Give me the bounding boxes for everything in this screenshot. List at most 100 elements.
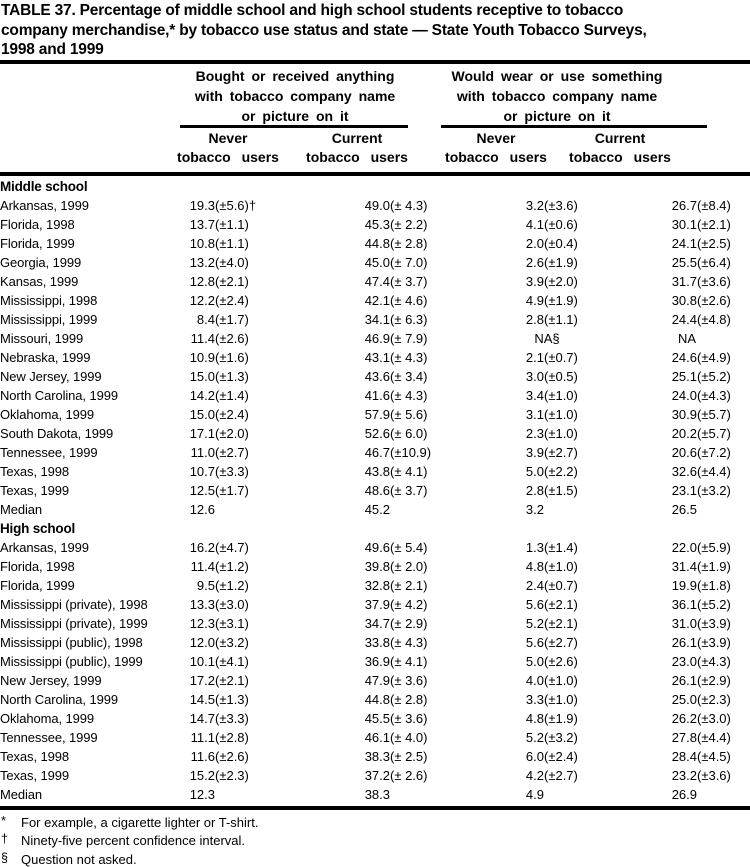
state-cell: Georgia, 1999 <box>0 255 82 270</box>
value-cell: 4.2 <box>525 768 544 783</box>
ci-cell: (± 6.0) <box>390 426 428 441</box>
state-cell: Oklahoma, 1999 <box>0 407 94 422</box>
column-group-header-bought: Bought or received anything with tobacco… <box>170 66 420 126</box>
value-cell: 24.6 <box>671 350 697 365</box>
value-cell: 3.4 <box>525 388 544 403</box>
state-cell: Florida, 1999 <box>0 236 75 251</box>
subheader-line: tobacco users <box>445 149 547 165</box>
ci-cell: (±4.5) <box>697 749 731 764</box>
value-cell: 5.0 <box>525 464 544 479</box>
ci-cell: (±1.0) <box>544 388 578 403</box>
ci-cell: (± 2.5) <box>390 749 428 764</box>
state-cell: Florida, 1998 <box>0 217 75 232</box>
value-cell: 4.8 <box>525 559 544 574</box>
footnote-text: Ninety-five percent confidence interval. <box>21 833 246 849</box>
value-cell: 33.8 <box>364 635 390 650</box>
state-cell: Mississippi (private), 1999 <box>0 616 148 631</box>
value-cell: 36.1 <box>671 597 697 612</box>
ci-cell: (± 4.0) <box>390 730 428 745</box>
table-row: Tennessee, 1999 11.0 (±2.7) 46.7 (±10.9) 3.9(… <box>0 443 750 462</box>
ci-cell: (± 4.3) <box>390 388 428 403</box>
subheader-line: tobacco users <box>306 149 408 165</box>
ci-cell: (±5.6)† <box>215 198 257 213</box>
value-cell: 26.7 <box>671 198 697 213</box>
value-cell: 45.0 <box>364 255 390 270</box>
ci-cell: (±2.7) <box>544 635 578 650</box>
state-cell: Arkansas, 1999 <box>0 198 89 213</box>
value-cell: 30.9 <box>671 407 697 422</box>
ci-cell: (±3.6) <box>697 274 731 289</box>
ci-cell: (±1.9) <box>544 293 578 308</box>
ci-cell: (±1.5) <box>544 483 578 498</box>
footnotes: * For example, a cigarette lighter or T-s… <box>1 813 741 867</box>
group1-spanner-rule <box>180 125 408 128</box>
table-row: Oklahoma, 1999 14.7 (±3.3) 45.5 (± 3.6) 4.8 (±… <box>0 709 750 728</box>
subheader-line: Never <box>208 130 248 146</box>
header-rule <box>0 172 750 176</box>
ci-cell: (± 2.8) <box>390 692 428 707</box>
ci-cell: (± 5.4) <box>390 540 428 555</box>
ci-cell: (±2.8) <box>215 730 249 745</box>
table-row: Tennessee, 1999 11.1 (±2.8) 46.1 (± 4.0) 5.2(… <box>0 728 750 747</box>
ci-cell: (±3.2) <box>544 730 578 745</box>
table-row: Oklahoma, 1999 15.0 (±2.4) 57.9 (± 5.6) 3.1 (±… <box>0 405 750 424</box>
ci-cell: (±2.6) <box>544 654 578 669</box>
column-group-header-wear: Would wear or use something with tobacco… <box>432 66 682 126</box>
value-cell: 49.0 <box>364 198 390 213</box>
value-cell: 46.7 <box>364 445 390 460</box>
value-cell: 4.0 <box>525 673 544 688</box>
median-value: 45.2 <box>364 502 390 517</box>
subheader-g2-current-users: Current tobacco users <box>545 129 695 167</box>
median-row: Median 12.3 38.3 4.9 26.9 <box>0 785 750 804</box>
ci-cell: (± 6.3) <box>390 312 428 327</box>
footnote-text: Question not asked. <box>21 851 137 867</box>
ci-cell: (± 3.6) <box>390 673 428 688</box>
subheader-g1-never-users: Never tobacco users <box>153 129 303 167</box>
value-cell: 38.3 <box>364 749 390 764</box>
value-cell: 15.2 <box>189 768 215 783</box>
ci-cell: (±0.7) <box>544 578 578 593</box>
ci-cell: (±2.3) <box>215 768 249 783</box>
value-cell: 6.0 <box>525 749 544 764</box>
value-cell: 14.5 <box>189 692 215 707</box>
value-cell: 24.4 <box>671 312 697 327</box>
ci-cell: (±1.0) <box>544 407 578 422</box>
group1-line: with tobacco company name <box>194 88 396 104</box>
ci-cell: (±5.2) <box>697 369 731 384</box>
value-cell: 46.1 <box>364 730 390 745</box>
median-value: 12.3 <box>189 787 215 802</box>
ci-cell: (±5.7) <box>697 407 731 422</box>
value-cell: 13.7 <box>189 217 215 232</box>
ci-cell: (± 3.4) <box>390 369 428 384</box>
ci-cell: (±0.7) <box>544 350 578 365</box>
value-cell: 10.1 <box>189 654 215 669</box>
group1-line: or picture on it <box>241 108 349 124</box>
state-cell: Tennessee, 1999 <box>0 730 98 745</box>
empty-cell <box>544 785 624 804</box>
table-row: North Carolina, 1999 14.2 (±1.4) 41.6 (± 4.3… <box>0 386 750 405</box>
value-cell: 26.1 <box>671 635 697 650</box>
value-cell: 3.0 <box>525 369 544 384</box>
table-row: Mississippi (private), 1999 12.3 (±3.1) 34.… <box>0 614 750 633</box>
ci-cell: (±1.1) <box>215 236 249 251</box>
value-cell: 4.8 <box>525 711 544 726</box>
table-row: Florida, 1998 13.7 (±1.1) 45.3 (± 2.2) 4.1 (±0… <box>0 215 750 234</box>
section-header-row: High school <box>0 519 750 538</box>
value-cell: 45.5 <box>364 711 390 726</box>
value-cell: 5.6 <box>525 635 544 650</box>
section-header: Middle school <box>0 179 88 194</box>
value-cell: 39.8 <box>364 559 390 574</box>
empty-cell <box>697 785 750 804</box>
ci-cell: (±1.9) <box>697 559 731 574</box>
table-row: North Carolina, 1999 14.5 (±1.3) 44.8 (± 2.8… <box>0 690 750 709</box>
ci-cell: (±2.0) <box>215 426 249 441</box>
value-cell: 45.3 <box>364 217 390 232</box>
ci-cell: (±2.6) <box>215 331 249 346</box>
ci-cell: (±2.0) <box>544 274 578 289</box>
table-row: Texas, 1998 10.7 (±3.3) 43.8 (± 4.1) 5.0 (±2.2… <box>0 462 750 481</box>
ci-cell: (± 4.1) <box>390 654 428 669</box>
table-row: Kansas, 1999 12.8 (±2.1) 47.4 (± 3.7) 3.9 (±2.… <box>0 272 750 291</box>
group2-line: with tobacco company name <box>456 88 658 104</box>
table-row: Florida, 1999 10.8 (±1.1) 44.8 (± 2.8) 2.0 (±0… <box>0 234 750 253</box>
ci-cell: (±4.9) <box>697 350 731 365</box>
